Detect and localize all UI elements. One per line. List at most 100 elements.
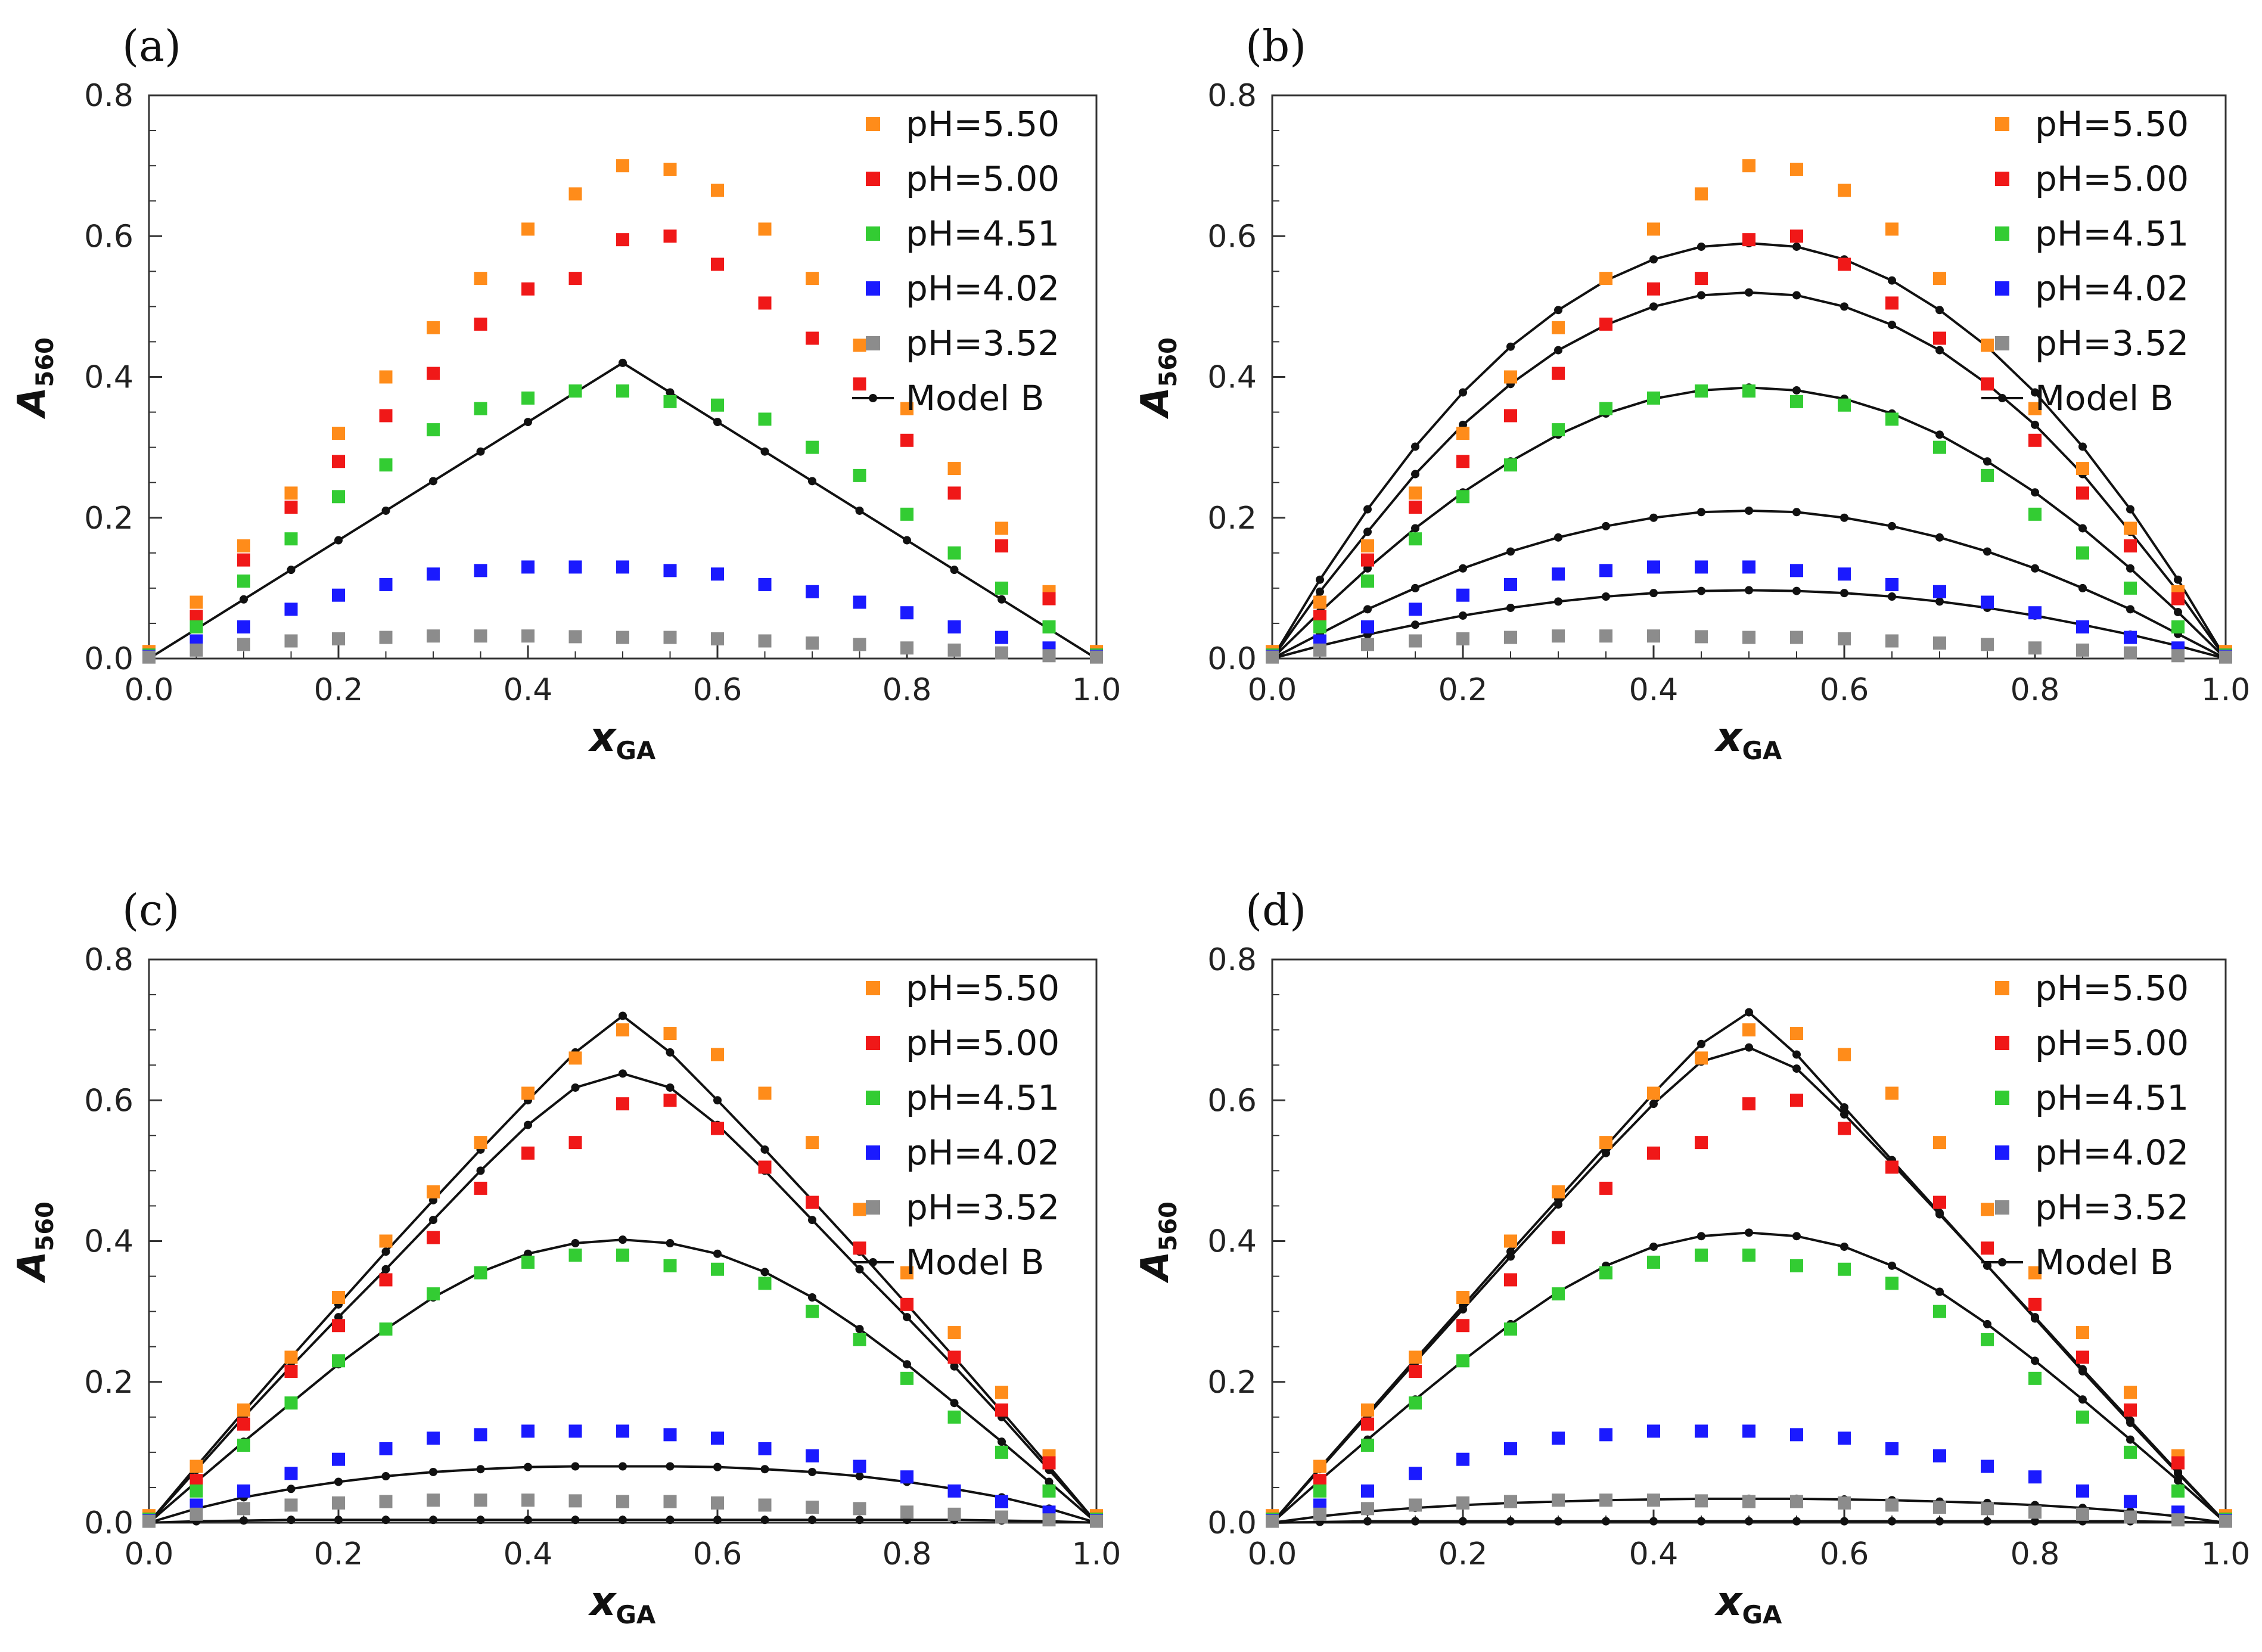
data-point bbox=[1552, 629, 1565, 643]
model-point bbox=[1888, 321, 1896, 330]
data-point bbox=[1885, 1442, 1899, 1455]
data-point bbox=[1042, 1456, 1056, 1470]
x-tick-label: 0.8 bbox=[2011, 672, 2060, 708]
model-point bbox=[381, 1265, 390, 1274]
data-point bbox=[1599, 1181, 1612, 1195]
data-point bbox=[853, 1502, 866, 1516]
model-point bbox=[1363, 505, 1372, 514]
model-point bbox=[1935, 597, 1944, 606]
model-point bbox=[1745, 1043, 1753, 1052]
data-point bbox=[1885, 634, 1899, 648]
model-point bbox=[2174, 608, 2182, 617]
model-point bbox=[2031, 1356, 2039, 1365]
model-point bbox=[1745, 1228, 1753, 1237]
data-point bbox=[2171, 1513, 2185, 1527]
legend-marker bbox=[866, 117, 880, 131]
data-point bbox=[474, 1136, 487, 1150]
data-point bbox=[1552, 321, 1565, 334]
data-point bbox=[427, 321, 440, 334]
model-point bbox=[381, 1247, 390, 1256]
data-point bbox=[1552, 1185, 1565, 1198]
data-point bbox=[1090, 1514, 1103, 1528]
model-point bbox=[1459, 388, 1467, 397]
data-point bbox=[1647, 282, 1660, 296]
data-point bbox=[616, 1424, 629, 1438]
data-point bbox=[2076, 1326, 2089, 1340]
data-point bbox=[2076, 1350, 2089, 1364]
model-point bbox=[2031, 1517, 2039, 1526]
x-tick-label: 1.0 bbox=[2201, 1536, 2251, 1572]
data-point bbox=[474, 1428, 487, 1442]
model-curve-3 bbox=[1271, 386, 2227, 660]
model-point bbox=[1792, 386, 1801, 395]
data-point bbox=[2028, 1297, 2042, 1311]
data-point bbox=[1552, 423, 1565, 437]
data-point bbox=[1504, 631, 1517, 644]
data-point bbox=[237, 575, 250, 588]
data-point bbox=[474, 317, 487, 331]
legend-label: pH=3.52 bbox=[2035, 323, 2189, 364]
data-point bbox=[711, 1262, 724, 1276]
model-point bbox=[1411, 583, 1419, 592]
data-point bbox=[1647, 629, 1660, 643]
y-axis-title-sub: 560 bbox=[1155, 1201, 1182, 1252]
model-point bbox=[381, 1516, 390, 1524]
data-point bbox=[1456, 1354, 1469, 1368]
data-point bbox=[379, 1495, 393, 1508]
model-point bbox=[1554, 533, 1562, 542]
data-point bbox=[521, 1493, 535, 1507]
data-point bbox=[427, 1231, 440, 1244]
data-point bbox=[1599, 1428, 1612, 1442]
model-point bbox=[1888, 521, 1896, 530]
y-tick-label: 0.4 bbox=[1207, 1224, 1257, 1260]
data-point bbox=[1456, 490, 1469, 504]
model-point bbox=[1983, 1517, 1991, 1526]
data-point bbox=[616, 1249, 629, 1262]
data-point bbox=[1647, 1255, 1660, 1269]
data-point bbox=[568, 1136, 582, 1150]
data-point bbox=[568, 630, 582, 644]
data-point bbox=[900, 1505, 914, 1519]
data-point bbox=[521, 1146, 535, 1160]
y-axis-title-main: A bbox=[1133, 387, 1177, 420]
y-axis-title-sub: 560 bbox=[32, 337, 59, 387]
data-point bbox=[2124, 1445, 2137, 1459]
data-point bbox=[1885, 412, 1899, 426]
data-point bbox=[1042, 649, 1056, 663]
data-point bbox=[1695, 1051, 1708, 1065]
data-point bbox=[995, 539, 1008, 552]
x-tick-label: 0.4 bbox=[1629, 1536, 1679, 1572]
data-point bbox=[474, 1266, 487, 1280]
data-point bbox=[806, 585, 819, 598]
data-point bbox=[1361, 1484, 1374, 1498]
data-point bbox=[711, 567, 724, 581]
data-point bbox=[2124, 539, 2137, 552]
legend-marker bbox=[1995, 172, 2009, 186]
data-point bbox=[332, 588, 345, 602]
data-point bbox=[2171, 620, 2185, 634]
data-point bbox=[237, 539, 250, 552]
data-point bbox=[284, 634, 298, 648]
model-point bbox=[287, 1485, 296, 1493]
data-point bbox=[1361, 539, 1374, 552]
model-point bbox=[1411, 470, 1419, 479]
data-point bbox=[1599, 272, 1612, 285]
data-point bbox=[1409, 603, 1422, 616]
data-point bbox=[806, 636, 819, 650]
data-point bbox=[947, 1410, 961, 1424]
legend-marker bbox=[866, 1036, 880, 1050]
data-point bbox=[1647, 222, 1660, 236]
y-axis-title: A560 bbox=[1133, 337, 1182, 420]
y-tick-label: 0.6 bbox=[1207, 219, 1257, 254]
data-point bbox=[332, 1291, 345, 1304]
model-point bbox=[666, 1239, 675, 1248]
data-point bbox=[711, 1431, 724, 1445]
data-point bbox=[568, 272, 582, 285]
data-point bbox=[379, 370, 393, 384]
x-tick-label: 0.8 bbox=[883, 672, 932, 708]
model-point bbox=[1840, 513, 1848, 522]
legend-label: Model B bbox=[2035, 378, 2173, 418]
model-point bbox=[571, 1462, 580, 1471]
data-point bbox=[1456, 1452, 1469, 1466]
data-point bbox=[616, 233, 629, 247]
